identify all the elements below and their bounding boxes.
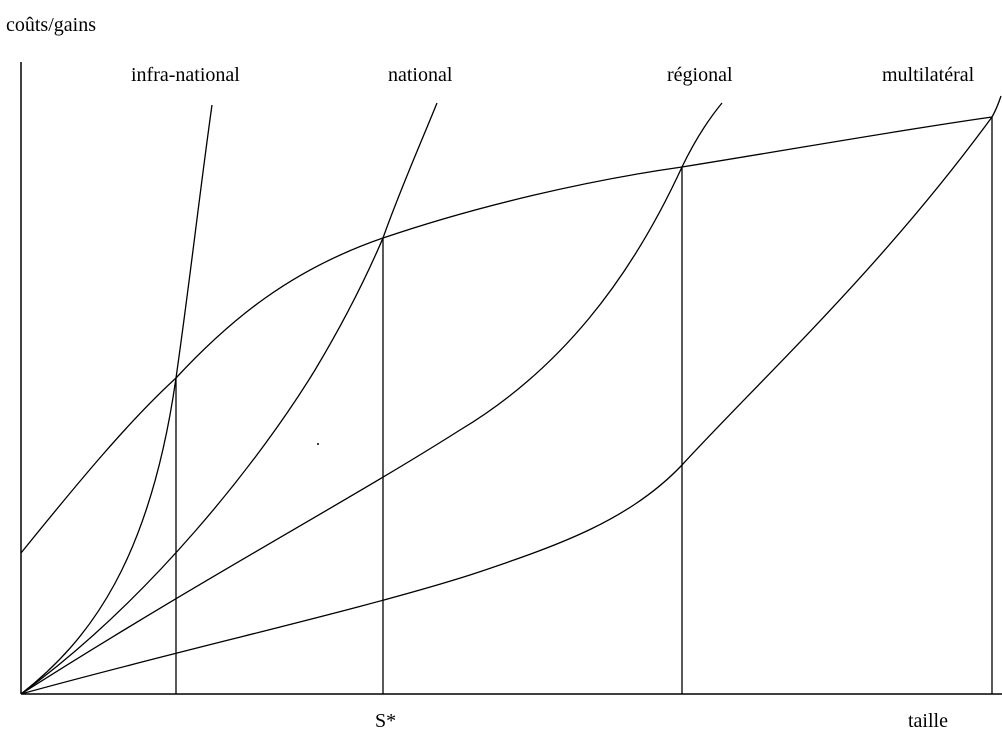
x-axis-label: taille xyxy=(908,710,948,732)
gains-curve xyxy=(20,116,993,554)
cost-curve-multilateral xyxy=(20,95,1002,695)
stray-dot xyxy=(317,443,319,445)
y-axis-label: coûts/gains xyxy=(6,14,96,36)
curve-label-infra-national: infra-national xyxy=(131,64,240,86)
optimum-label: S* xyxy=(375,710,396,732)
cost-curve-national xyxy=(20,102,438,695)
curve-label-multilateral: multilatéral xyxy=(882,64,975,86)
cost-curve-regional xyxy=(20,102,723,695)
cost-curve-infra-national xyxy=(20,104,213,695)
curve-label-national: national xyxy=(388,64,453,86)
curve-label-regional: régional xyxy=(667,64,733,86)
